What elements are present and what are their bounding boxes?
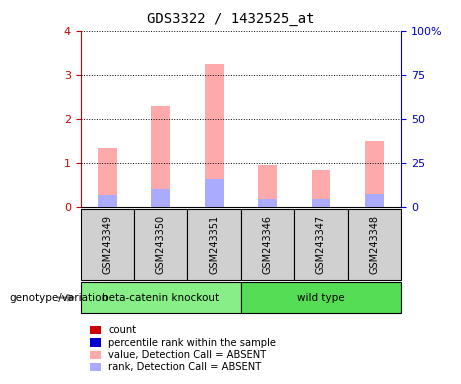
Text: GSM243349: GSM243349 [102,215,112,274]
Text: GSM243347: GSM243347 [316,215,326,274]
Bar [365,194,384,207]
Bar [98,148,117,207]
Text: rank, Detection Call = ABSENT: rank, Detection Call = ABSENT [108,362,261,372]
Text: beta-catenin knockout: beta-catenin knockout [102,293,219,303]
Bar [258,166,277,207]
Bar [205,179,224,207]
Bar [151,189,170,207]
Bar [294,209,348,280]
Bar [312,170,331,207]
Bar [348,209,401,280]
Bar [365,141,384,207]
Bar [241,209,294,280]
Text: percentile rank within the sample: percentile rank within the sample [108,338,276,348]
Bar [188,209,241,280]
Text: GSM243350: GSM243350 [156,215,166,274]
Text: GSM243351: GSM243351 [209,215,219,274]
Bar [134,209,188,280]
Text: GSM243348: GSM243348 [369,215,379,274]
Text: GDS3322 / 1432525_at: GDS3322 / 1432525_at [147,12,314,25]
Bar [312,199,331,207]
Bar [258,199,277,207]
Bar [81,209,134,280]
Bar [205,64,224,207]
Bar [98,195,117,207]
Bar [81,282,241,313]
Text: genotype/variation: genotype/variation [9,293,108,303]
Text: GSM243346: GSM243346 [263,215,272,274]
Bar [241,282,401,313]
Bar [151,106,170,207]
Text: wild type: wild type [297,293,345,303]
Text: count: count [108,325,136,335]
Text: value, Detection Call = ABSENT: value, Detection Call = ABSENT [108,350,266,360]
